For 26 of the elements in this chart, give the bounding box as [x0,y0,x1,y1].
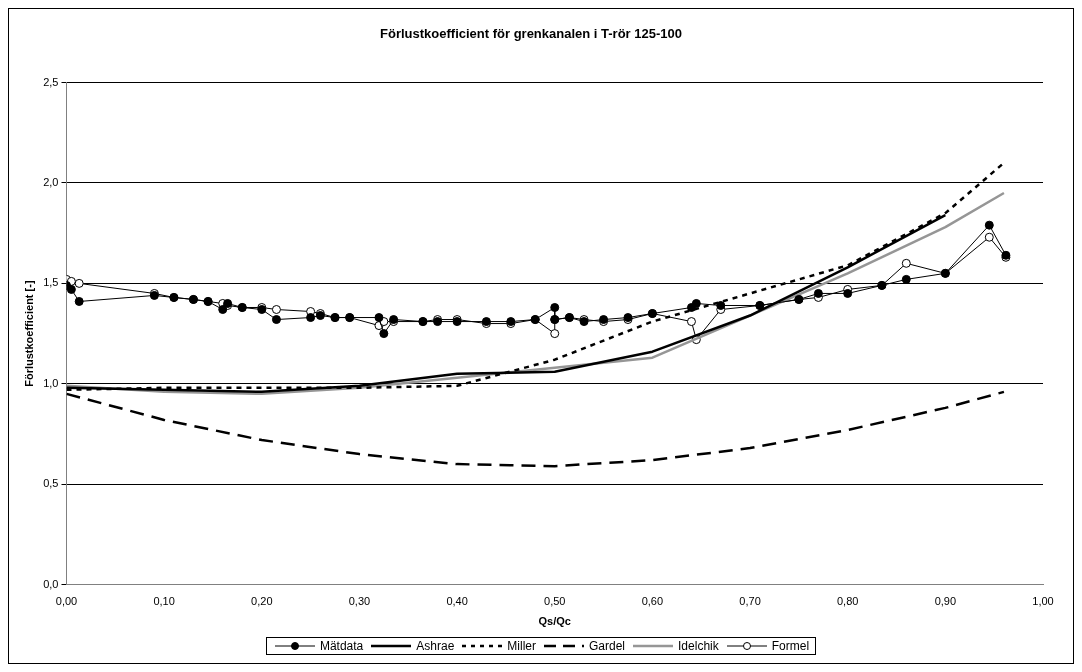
legend-label: Mätdata [319,639,364,653]
y-tick-label: 0,5 [43,477,59,490]
x-tick-label: 0,40 [446,595,468,608]
x-tick-label: 0,60 [641,595,664,608]
y-tick-label: 2,0 [43,176,59,189]
x-tick-label: 0,30 [348,595,371,608]
x-tick-label: 0,70 [739,595,761,608]
x-tick-label: 0,10 [153,595,175,608]
legend-label: Miller [507,639,536,653]
x-tick-label: 0,80 [836,595,859,608]
y-tick-label: 1,0 [43,376,59,389]
x-axis-title: Qs/Qc [538,615,571,628]
x-tick-label: 0,50 [544,595,566,608]
y-axis-title: Förlustkoefficient [-] [22,280,35,387]
x-tick-label: 0,00 [55,595,78,608]
x-tick-label: 0,20 [251,595,273,608]
x-tick-label: 1,00 [1032,595,1054,608]
legend-label: Idelchik [678,639,719,653]
y-tick-label: 2,5 [43,75,59,88]
y-tick-label: 1,5 [43,276,59,289]
y-tick-label: 0,0 [43,577,59,590]
chart-title: Förlustkoefficient för grenkanalen i T-rör 125-100 [380,26,682,42]
x-tick-label: 0,90 [934,595,957,608]
legend-label: Formel [771,639,810,653]
legend-label: Ashrae [416,639,455,653]
legend-label: Gardel [589,639,626,653]
